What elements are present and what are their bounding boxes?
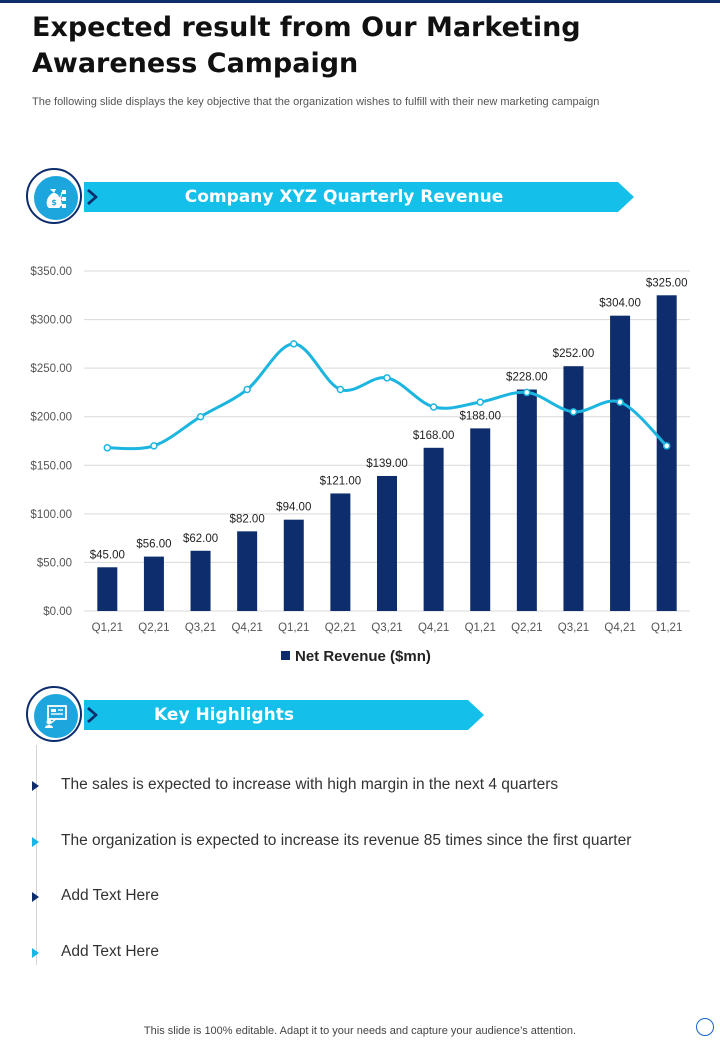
x-tick-label: Q3,21 <box>371 622 402 634</box>
y-tick-label: $350.00 <box>30 266 72 278</box>
legend-label: Net Revenue ($mn) <box>295 648 431 665</box>
highlight-text: Add Text Here <box>61 887 159 904</box>
circle-icon <box>696 1018 714 1036</box>
chart-banner: $ Company XYZ Quarterly Revenue <box>26 168 636 228</box>
x-tick-label: Q2,21 <box>511 622 542 634</box>
bar <box>563 366 584 611</box>
x-tick-label: Q1,21 <box>92 622 123 634</box>
line-point <box>662 442 671 450</box>
presentation-icon <box>34 694 78 738</box>
bar <box>423 447 444 611</box>
highlight-text: The sales is expected to increase with h… <box>61 776 559 793</box>
bar-data-label: $228.00 <box>506 372 548 384</box>
line-points <box>103 340 671 452</box>
bar-data-label: $304.00 <box>599 298 641 310</box>
bullet-triangle-icon <box>32 948 39 958</box>
bar <box>143 556 164 611</box>
y-tick-label: $100.00 <box>30 509 72 521</box>
bar <box>377 475 397 611</box>
highlights-banner: Key Highlights <box>26 686 486 746</box>
line-point <box>290 340 298 348</box>
bar-series <box>97 295 677 611</box>
highlights-timeline <box>36 745 37 965</box>
y-tick-label: $150.00 <box>30 460 72 472</box>
bullet-triangle-icon <box>32 837 39 847</box>
x-axis-ticks: Q1,21 Q2,21 Q3,21 Q4,21 Q1,21 Q2,21 Q3,21 Q4,21… <box>92 622 683 634</box>
bar-data-labels: $45.00 $56.00 $62.00 $82.00 $94.00 $121.00 $13… <box>90 277 688 561</box>
bar-data-label: $325.00 <box>646 277 688 289</box>
line-point <box>616 398 624 406</box>
x-tick-label: Q3,21 <box>185 622 216 634</box>
page-footer: This slide is 100% editable. Adapt it to… <box>143 1025 577 1037</box>
legend-swatch <box>281 651 290 660</box>
x-tick-label: Q1,21 <box>278 622 309 634</box>
bar <box>516 389 537 611</box>
y-tick-label: $300.00 <box>30 315 72 327</box>
line-point <box>569 408 578 416</box>
line-point <box>383 374 391 382</box>
x-tick-label: Q4,21 <box>418 622 449 634</box>
line-point <box>103 444 112 452</box>
highlights-banner-bar <box>84 700 484 730</box>
y-tick-label: $250.00 <box>30 363 72 375</box>
page-subtitle: The following slide displays the key obj… <box>32 96 600 108</box>
x-tick-label: Q4,21 <box>231 622 262 634</box>
line-point <box>336 385 345 394</box>
bar-data-label: $62.00 <box>183 533 218 545</box>
chart-banner-bar <box>84 182 634 212</box>
bar-data-label: $121.00 <box>320 475 362 487</box>
bar-data-label: $188.00 <box>459 410 501 422</box>
bar <box>656 295 677 611</box>
bar-data-label: $82.00 <box>230 513 265 525</box>
chart-grid <box>84 270 690 612</box>
y-tick-label: $200.00 <box>30 412 72 424</box>
bar-data-label: $56.00 <box>136 539 171 551</box>
line-point <box>429 403 438 411</box>
bar-data-label: $94.00 <box>276 502 311 514</box>
money-bag-icon: $ <box>34 176 78 220</box>
line-point <box>476 398 484 406</box>
bar-data-label: $252.00 <box>553 348 595 360</box>
svg-text:$: $ <box>51 198 57 207</box>
bar <box>610 315 631 611</box>
bar <box>97 567 118 611</box>
chevron-right-icon <box>87 189 98 205</box>
x-tick-label: Q1,21 <box>465 622 496 634</box>
bullet-triangle-icon <box>32 781 39 791</box>
highlight-text: The organization is expected to increase… <box>61 832 632 849</box>
line-point <box>243 385 251 394</box>
chart-banner-ring: $ <box>26 168 82 224</box>
top-rule <box>0 0 720 3</box>
chart-banner-label: Company XYZ Quarterly Revenue <box>184 187 504 207</box>
chart-legend: Net Revenue ($mn) <box>281 648 431 665</box>
y-tick-label: $50.00 <box>37 557 72 569</box>
highlights-banner-ring <box>26 686 82 742</box>
line-point <box>523 388 531 397</box>
highlight-text: Add Text Here <box>61 943 159 960</box>
bar-data-label: $139.00 <box>366 458 408 470</box>
y-tick-label: $0.00 <box>43 606 72 618</box>
bar <box>330 493 351 611</box>
bullet-triangle-icon <box>32 892 39 902</box>
x-tick-label: Q2,21 <box>138 622 169 634</box>
bar-data-label: $45.00 <box>90 549 125 561</box>
bar <box>470 428 491 611</box>
revenue-chart: $0.00 $50.00 $100.00 $150.00 $200.00 $250.00 $… <box>30 266 690 665</box>
x-tick-label: Q4,21 <box>604 622 635 634</box>
x-tick-label: Q1,21 <box>651 622 682 634</box>
chevron-right-icon <box>87 707 98 723</box>
highlights-banner-label: Key Highlights <box>154 705 294 725</box>
y-axis-ticks: $0.00 $50.00 $100.00 $150.00 $200.00 $250.00 $… <box>30 266 72 618</box>
bar <box>190 550 211 611</box>
bar <box>283 519 304 611</box>
line-point <box>150 442 158 450</box>
page-title: Expected result from Our Marketing Aware… <box>32 12 581 79</box>
bar-data-label: $168.00 <box>413 430 455 442</box>
line-point <box>196 412 205 421</box>
bar <box>237 531 258 611</box>
x-tick-label: Q2,21 <box>325 622 356 634</box>
x-tick-label: Q3,21 <box>558 622 589 634</box>
